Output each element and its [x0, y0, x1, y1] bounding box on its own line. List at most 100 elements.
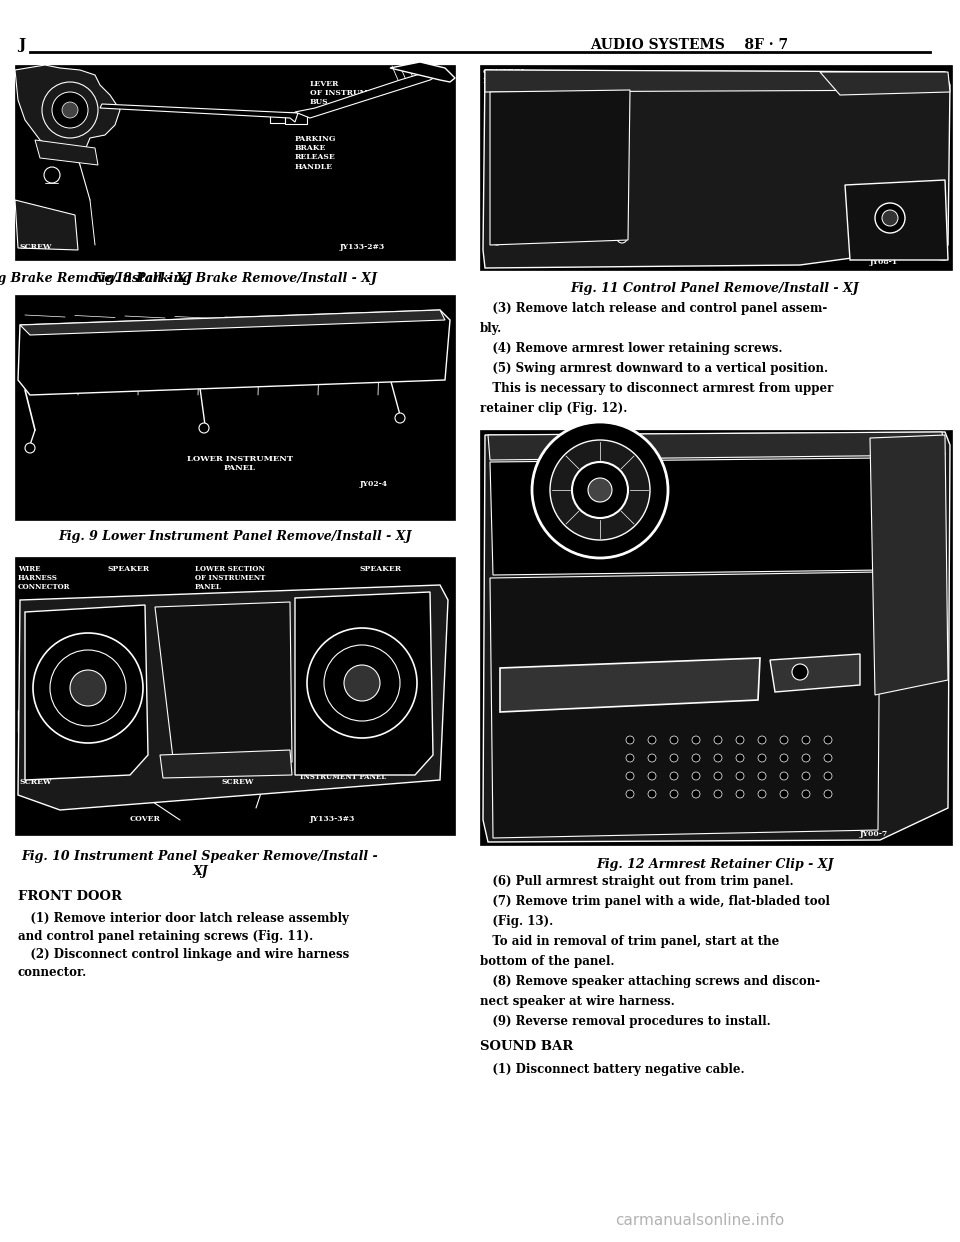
Polygon shape	[18, 585, 448, 810]
Polygon shape	[490, 89, 630, 245]
Polygon shape	[500, 658, 760, 712]
Circle shape	[692, 754, 700, 763]
Text: PARKING
BRAKE
RELEASE
HANDLE: PARKING BRAKE RELEASE HANDLE	[295, 135, 337, 170]
Circle shape	[670, 790, 678, 799]
Circle shape	[70, 669, 106, 705]
Circle shape	[714, 773, 722, 780]
Text: (6) Pull armrest straight out from trim panel.: (6) Pull armrest straight out from trim …	[480, 876, 794, 888]
Circle shape	[714, 737, 722, 744]
Polygon shape	[295, 592, 433, 775]
Text: SPEAKER: SPEAKER	[360, 565, 402, 573]
Circle shape	[50, 650, 126, 727]
Circle shape	[758, 790, 766, 799]
Polygon shape	[488, 432, 945, 460]
Polygon shape	[483, 432, 950, 842]
Circle shape	[648, 790, 656, 799]
Circle shape	[692, 773, 700, 780]
Circle shape	[802, 737, 810, 744]
Circle shape	[617, 88, 627, 98]
Circle shape	[736, 737, 744, 744]
Text: retainer clip (Fig. 12).: retainer clip (Fig. 12).	[480, 402, 628, 415]
Polygon shape	[845, 180, 948, 260]
Circle shape	[199, 424, 209, 433]
Polygon shape	[490, 573, 880, 838]
Polygon shape	[485, 70, 948, 92]
Text: (9) Reverse removal procedures to install.: (9) Reverse removal procedures to instal…	[480, 1015, 771, 1028]
Polygon shape	[390, 62, 455, 82]
Text: (1) Remove interior door latch release assembly
and control panel retaining scre: (1) Remove interior door latch release a…	[18, 912, 349, 979]
Polygon shape	[870, 435, 948, 696]
Circle shape	[736, 754, 744, 763]
Polygon shape	[490, 458, 882, 575]
Polygon shape	[480, 430, 952, 845]
Circle shape	[758, 754, 766, 763]
Text: Fig. 11 Control Panel Remove/Install - XJ: Fig. 11 Control Panel Remove/Install - X…	[570, 282, 859, 296]
Circle shape	[324, 645, 400, 722]
Circle shape	[758, 773, 766, 780]
Text: nect speaker at wire harness.: nect speaker at wire harness.	[480, 995, 675, 1009]
Polygon shape	[15, 200, 78, 250]
Circle shape	[780, 790, 788, 799]
Text: carmanualsonline.info: carmanualsonline.info	[615, 1213, 784, 1228]
Text: SPEAKER: SPEAKER	[108, 565, 150, 573]
Text: LEVER
OF INSTRUMENT
BUS: LEVER OF INSTRUMENT BUS	[310, 79, 387, 107]
Circle shape	[714, 754, 722, 763]
Circle shape	[670, 754, 678, 763]
Circle shape	[492, 89, 502, 101]
Text: SCREW: SCREW	[20, 243, 53, 251]
Bar	[18, 710, 36, 732]
Text: bly.: bly.	[480, 322, 502, 335]
Circle shape	[824, 737, 832, 744]
Circle shape	[824, 790, 832, 799]
Circle shape	[44, 166, 60, 183]
Polygon shape	[770, 655, 860, 692]
Bar	[498, 207, 608, 229]
Text: (5) Swing armrest downward to a vertical position.: (5) Swing armrest downward to a vertical…	[480, 361, 828, 375]
Circle shape	[532, 422, 668, 558]
Circle shape	[692, 790, 700, 799]
Circle shape	[670, 773, 678, 780]
Polygon shape	[25, 605, 148, 780]
Circle shape	[492, 235, 502, 245]
Circle shape	[824, 754, 832, 763]
Text: COVER: COVER	[130, 815, 161, 823]
Circle shape	[882, 210, 898, 226]
Text: This is necessary to disconnect armrest from upper: This is necessary to disconnect armrest …	[480, 383, 833, 395]
Text: To aid in removal of trim panel, start at the: To aid in removal of trim panel, start a…	[480, 935, 780, 948]
Circle shape	[626, 754, 634, 763]
Circle shape	[395, 414, 405, 424]
Circle shape	[626, 773, 634, 780]
Circle shape	[648, 773, 656, 780]
Text: (Fig. 13).: (Fig. 13).	[480, 915, 553, 928]
Circle shape	[670, 737, 678, 744]
Circle shape	[307, 628, 417, 738]
Bar	[270, 113, 288, 123]
Bar	[498, 108, 608, 130]
Text: SCREW: SCREW	[222, 777, 254, 786]
Polygon shape	[20, 310, 445, 335]
Text: WIRE
HARNESS
CONNECTOR: WIRE HARNESS CONNECTOR	[18, 565, 70, 591]
Text: JY133-3#3: JY133-3#3	[310, 815, 355, 823]
Circle shape	[33, 633, 143, 743]
Circle shape	[626, 790, 634, 799]
Bar	[498, 174, 608, 196]
Text: Fig. 10 Instrument Panel Speaker Remove/Install -
XJ: Fig. 10 Instrument Panel Speaker Remove/…	[22, 850, 378, 878]
Text: JY08-1: JY08-1	[870, 258, 899, 266]
Text: SOUND BAR: SOUND BAR	[480, 1040, 573, 1053]
Polygon shape	[15, 65, 120, 155]
Circle shape	[692, 737, 700, 744]
Text: J: J	[18, 39, 25, 52]
Circle shape	[617, 233, 627, 243]
Polygon shape	[100, 104, 298, 122]
Text: (4) Remove armrest lower retaining screws.: (4) Remove armrest lower retaining screw…	[480, 342, 782, 355]
Circle shape	[714, 790, 722, 799]
Polygon shape	[295, 68, 445, 118]
Circle shape	[52, 92, 88, 128]
Circle shape	[62, 102, 78, 118]
Bar	[285, 112, 307, 124]
Polygon shape	[480, 65, 952, 270]
Text: SCREW: SCREW	[20, 777, 53, 786]
Text: LOWER SECTION
OF
INSTRUMENT PANEL: LOWER SECTION OF INSTRUMENT PANEL	[300, 755, 386, 781]
Text: Fig. 9 Lower Instrument Panel Remove/Install - XJ: Fig. 9 Lower Instrument Panel Remove/Ins…	[59, 530, 412, 543]
Text: (1) Disconnect battery negative cable.: (1) Disconnect battery negative cable.	[480, 1063, 745, 1076]
